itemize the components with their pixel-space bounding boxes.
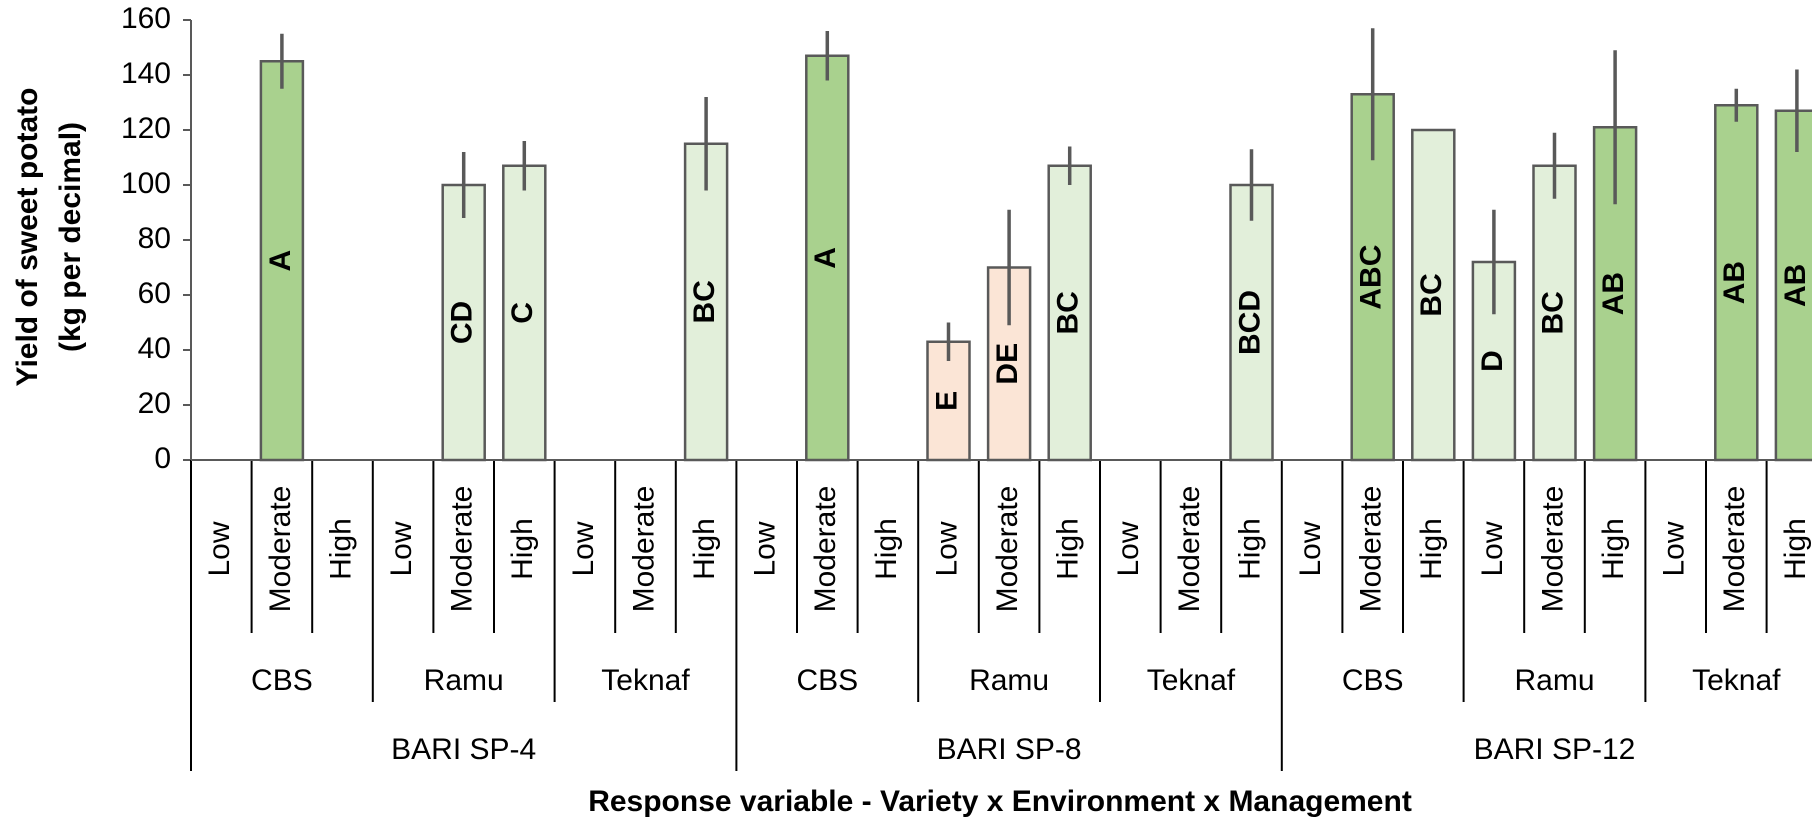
x-tick-label: Moderate bbox=[809, 486, 842, 613]
y-tick-label: 20 bbox=[138, 387, 171, 420]
y-axis-title: (kg per decimal) bbox=[54, 122, 87, 352]
y-tick-label: 160 bbox=[121, 2, 171, 35]
x-tick-label: High bbox=[870, 518, 903, 580]
y-axis-title: Yield of sweet potato bbox=[11, 88, 44, 387]
significance-letter: BC bbox=[1415, 273, 1448, 316]
variety-label: BARI SP-4 bbox=[391, 733, 536, 766]
x-tick-label: High bbox=[1779, 518, 1812, 580]
bar bbox=[1047, 164, 1092, 462]
variety-label: BARI SP-12 bbox=[1474, 733, 1636, 766]
environment-label: Ramu bbox=[424, 664, 504, 697]
significance-letter: AB bbox=[1718, 261, 1751, 304]
x-tick-label: High bbox=[1233, 518, 1266, 580]
significance-letter: AB bbox=[1597, 272, 1630, 315]
significance-letter: BC bbox=[688, 280, 721, 323]
x-tick-label: Moderate bbox=[1173, 486, 1206, 613]
x-tick-label: High bbox=[1415, 518, 1448, 580]
environment-label: CBS bbox=[796, 664, 858, 697]
environment-label: Teknaf bbox=[1692, 664, 1781, 697]
x-tick-label: Low bbox=[1294, 521, 1327, 576]
significance-letter: E bbox=[930, 391, 963, 411]
x-tick-label: Low bbox=[1112, 521, 1145, 576]
bar bbox=[805, 54, 850, 462]
environment-label: Teknaf bbox=[1147, 664, 1236, 697]
x-tick-label: Moderate bbox=[627, 486, 660, 613]
significance-letter: BC bbox=[1052, 291, 1085, 334]
bar bbox=[1774, 109, 1812, 462]
y-tick-label: 0 bbox=[154, 442, 171, 475]
significance-letter: ABC bbox=[1355, 245, 1388, 310]
variety-label: BARI SP-8 bbox=[937, 733, 1082, 766]
bar bbox=[441, 183, 486, 462]
y-tick-label: 80 bbox=[138, 222, 171, 255]
x-tick-label: High bbox=[1597, 518, 1630, 580]
x-tick-label: Low bbox=[749, 521, 782, 576]
x-tick-label: Moderate bbox=[264, 486, 297, 613]
environment-label: Ramu bbox=[969, 664, 1049, 697]
x-axis-title: Response variable - Variety x Environmen… bbox=[588, 785, 1412, 818]
significance-letter: A bbox=[264, 250, 297, 272]
x-tick-label: Low bbox=[567, 521, 600, 576]
x-tick-label: Low bbox=[1658, 521, 1691, 576]
significance-letter: A bbox=[809, 247, 842, 269]
x-tick-label: Moderate bbox=[1355, 486, 1388, 613]
x-tick-label: Moderate bbox=[446, 486, 479, 613]
significance-letter: DE bbox=[991, 343, 1024, 385]
y-tick-label: 140 bbox=[121, 57, 171, 90]
significance-letter: BC bbox=[1536, 291, 1569, 334]
significance-letter: D bbox=[1476, 350, 1509, 372]
x-tick-label: High bbox=[1052, 518, 1085, 580]
x-tick-label: Moderate bbox=[991, 486, 1024, 613]
x-tick-label: Low bbox=[203, 521, 236, 576]
environment-label: CBS bbox=[251, 664, 313, 697]
x-tick-label: High bbox=[688, 518, 721, 580]
y-tick-label: 100 bbox=[121, 167, 171, 200]
x-tick-label: Low bbox=[385, 521, 418, 576]
y-tick-label: 120 bbox=[121, 112, 171, 145]
y-tick-label: 40 bbox=[138, 332, 171, 365]
significance-letter: C bbox=[506, 302, 539, 324]
significance-letter: CD bbox=[446, 301, 479, 344]
x-tick-label: High bbox=[506, 518, 539, 580]
x-tick-label: Moderate bbox=[1536, 486, 1569, 613]
x-tick-label: Low bbox=[930, 521, 963, 576]
environment-label: CBS bbox=[1342, 664, 1404, 697]
environment-label: Teknaf bbox=[601, 664, 690, 697]
x-tick-label: Low bbox=[1476, 521, 1509, 576]
bar bbox=[1411, 128, 1456, 462]
bar bbox=[1229, 183, 1274, 462]
significance-letter: AB bbox=[1779, 264, 1812, 307]
x-tick-label: High bbox=[324, 518, 357, 580]
y-tick-label: 60 bbox=[138, 277, 171, 310]
environment-label: Ramu bbox=[1514, 664, 1594, 697]
significance-letter: BCD bbox=[1233, 290, 1266, 355]
x-tick-label: Moderate bbox=[1718, 486, 1751, 613]
